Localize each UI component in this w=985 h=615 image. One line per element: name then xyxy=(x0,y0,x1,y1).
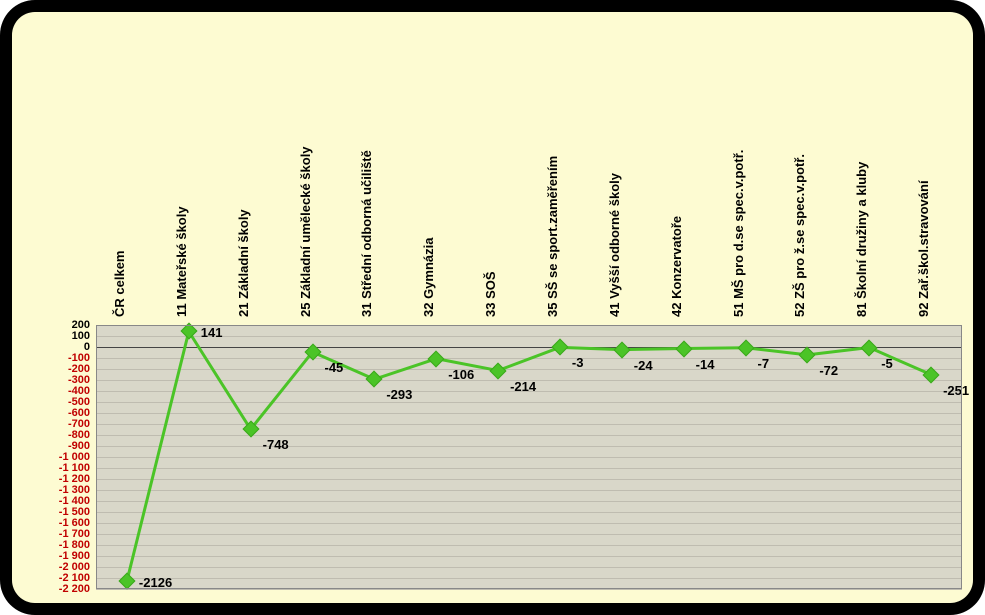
y-tick-label: -1 600 xyxy=(59,517,96,529)
y-tick-label: -1 200 xyxy=(59,473,96,485)
y-tick-label: -2 000 xyxy=(59,561,96,573)
gridline xyxy=(96,435,962,436)
data-value-label: -72 xyxy=(819,363,838,378)
gridline xyxy=(96,578,962,579)
data-value-label: -214 xyxy=(510,379,536,394)
y-tick-label: -200 xyxy=(68,363,96,375)
data-value-label: -748 xyxy=(263,437,289,452)
data-value-label: -24 xyxy=(634,358,653,373)
gridline xyxy=(96,413,962,414)
y-tick-label: -2 200 xyxy=(59,583,96,595)
plot-area: -2 200-2 100-2 000-1 900-1 800-1 700-1 6… xyxy=(96,325,962,589)
gridline xyxy=(96,545,962,546)
gridline xyxy=(96,589,962,590)
data-marker xyxy=(366,371,383,388)
data-marker xyxy=(861,339,878,356)
data-marker xyxy=(675,340,692,357)
data-marker xyxy=(551,339,568,356)
y-tick-label: -1 700 xyxy=(59,528,96,540)
gridline xyxy=(96,358,962,359)
data-value-label: -7 xyxy=(758,356,770,371)
gridline xyxy=(96,446,962,447)
x-category-label: 32 Gymnázia xyxy=(421,238,436,318)
gridline xyxy=(96,424,962,425)
gridline xyxy=(96,534,962,535)
gridline xyxy=(96,556,962,557)
data-marker xyxy=(737,339,754,356)
y-tick-label: -2 100 xyxy=(59,572,96,584)
x-category-label: 31 Střední odborná učiliště xyxy=(359,150,374,317)
data-marker xyxy=(490,362,507,379)
gridline xyxy=(96,336,962,337)
x-category-label: 41 Vyšší odborné školy xyxy=(607,173,622,317)
x-category-label: 81 Školní družiny a kluby xyxy=(854,162,869,317)
gridline xyxy=(96,325,962,326)
y-tick-label: -400 xyxy=(68,385,96,397)
y-tick-label: 0 xyxy=(84,341,96,353)
y-tick-label: -1 400 xyxy=(59,495,96,507)
data-value-label: -293 xyxy=(386,387,412,402)
data-value-label: -45 xyxy=(325,360,344,375)
x-category-label: 33 SOŠ xyxy=(483,271,498,317)
data-marker xyxy=(428,350,445,367)
x-category-label: 92 Zař.škol.stravování xyxy=(916,180,931,317)
x-category-label: 25 Základní umělecké školy xyxy=(298,146,313,317)
y-tick-label: -1 100 xyxy=(59,462,96,474)
y-tick-label: -600 xyxy=(68,407,96,419)
y-tick-label: -1 000 xyxy=(59,451,96,463)
gridline xyxy=(96,523,962,524)
y-tick-label: -700 xyxy=(68,418,96,430)
data-value-label: -3 xyxy=(572,355,584,370)
gridline xyxy=(96,479,962,480)
y-tick-label: 100 xyxy=(72,330,96,342)
y-tick-label: -100 xyxy=(68,352,96,364)
gridline xyxy=(96,567,962,568)
data-marker xyxy=(613,341,630,358)
y-tick-label: -800 xyxy=(68,429,96,441)
chart-outer-frame: -2 200-2 100-2 000-1 900-1 800-1 700-1 6… xyxy=(0,0,985,615)
gridline xyxy=(96,490,962,491)
chart-inner-area: -2 200-2 100-2 000-1 900-1 800-1 700-1 6… xyxy=(12,12,973,603)
x-category-label: 52 ZŠ pro ž.se spec.v.potř. xyxy=(792,154,807,317)
x-category-label: ČR celkem xyxy=(112,251,127,317)
data-value-label: -106 xyxy=(448,367,474,382)
y-tick-label: -300 xyxy=(68,374,96,386)
y-tick-label: -1 300 xyxy=(59,484,96,496)
y-tick-label: -1 800 xyxy=(59,539,96,551)
x-category-label: 51 MŠ pro d.se spec.v.potř. xyxy=(731,150,746,317)
y-tick-label: -1 500 xyxy=(59,506,96,518)
y-tick-label: -500 xyxy=(68,396,96,408)
y-tick-label: 200 xyxy=(72,319,96,331)
gridline xyxy=(96,457,962,458)
data-marker xyxy=(118,572,135,589)
gridline xyxy=(96,512,962,513)
gridline xyxy=(96,501,962,502)
data-value-label: -5 xyxy=(881,356,893,371)
gridline xyxy=(96,402,962,403)
zero-axis-line xyxy=(96,347,962,348)
y-tick-label: -900 xyxy=(68,440,96,452)
x-category-label: 35 SŠ se sport.zaměřením xyxy=(545,156,560,317)
data-value-label: -251 xyxy=(943,383,969,398)
y-tick-label: -1 900 xyxy=(59,550,96,562)
data-value-label: 141 xyxy=(201,325,223,340)
data-marker xyxy=(799,346,816,363)
data-value-label: -14 xyxy=(696,357,715,372)
data-value-label: -2126 xyxy=(139,575,172,590)
x-category-label: 11 Mateřské školy xyxy=(174,206,189,317)
gridline xyxy=(96,468,962,469)
x-category-label: 21 Základní školy xyxy=(236,209,251,317)
x-category-label: 42 Konzervatoře xyxy=(669,216,684,317)
